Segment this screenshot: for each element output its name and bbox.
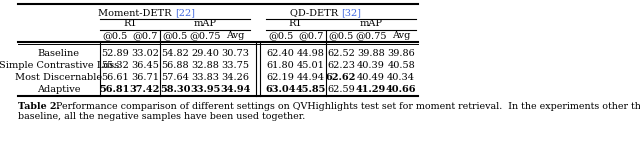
Text: mAP: mAP [194, 19, 217, 29]
Text: Avg: Avg [226, 32, 244, 41]
Text: 33.95: 33.95 [190, 84, 220, 94]
Text: 56.61: 56.61 [101, 73, 129, 81]
Text: 36.45: 36.45 [131, 60, 159, 70]
Text: @0.5: @0.5 [102, 32, 127, 41]
Text: Performance comparison of different settings on QVHighlights test set for moment: Performance comparison of different sett… [50, 102, 640, 111]
Text: 40.39: 40.39 [357, 60, 385, 70]
Text: Avg: Avg [392, 32, 410, 41]
Text: 63.04: 63.04 [266, 84, 296, 94]
Text: R1: R1 [289, 19, 303, 29]
Text: 40.34: 40.34 [387, 73, 415, 81]
Text: [22]: [22] [175, 8, 195, 17]
Text: @0.75: @0.75 [189, 32, 221, 41]
Text: 52.89: 52.89 [101, 49, 129, 57]
Text: 55.32: 55.32 [100, 60, 129, 70]
Text: 39.88: 39.88 [357, 49, 385, 57]
Text: 44.94: 44.94 [297, 73, 324, 81]
Text: baseline, all the negative samples have been used together.: baseline, all the negative samples have … [18, 112, 305, 121]
Text: 36.71: 36.71 [131, 73, 159, 81]
Text: Most Discernable: Most Discernable [15, 73, 102, 81]
Text: @0.7: @0.7 [132, 32, 157, 41]
Text: 45.85: 45.85 [296, 84, 326, 94]
Text: 39.86: 39.86 [387, 49, 415, 57]
Text: 62.59: 62.59 [327, 84, 355, 94]
Text: 33.75: 33.75 [221, 60, 250, 70]
Text: QD-DETR: QD-DETR [290, 8, 341, 17]
Text: Moment-DETR: Moment-DETR [99, 8, 175, 17]
Text: 32.88: 32.88 [191, 60, 219, 70]
Text: 61.80: 61.80 [267, 60, 294, 70]
Text: mAP: mAP [360, 19, 383, 29]
Text: R1: R1 [123, 19, 136, 29]
Text: 56.88: 56.88 [161, 60, 189, 70]
Text: @0.7: @0.7 [298, 32, 323, 41]
Text: Baseline: Baseline [38, 49, 80, 57]
Text: 40.66: 40.66 [386, 84, 417, 94]
Text: 33.83: 33.83 [191, 73, 219, 81]
Text: 58.30: 58.30 [160, 84, 190, 94]
Text: [32]: [32] [341, 8, 361, 17]
Text: 41.29: 41.29 [356, 84, 386, 94]
Text: Simple Contrastive Loss: Simple Contrastive Loss [0, 60, 119, 70]
Text: 57.64: 57.64 [161, 73, 189, 81]
Text: 30.73: 30.73 [221, 49, 250, 57]
Text: 33.02: 33.02 [131, 49, 159, 57]
Text: 29.40: 29.40 [191, 49, 219, 57]
Text: @0.5: @0.5 [328, 32, 353, 41]
Text: 45.01: 45.01 [297, 60, 324, 70]
Text: 62.62: 62.62 [326, 73, 356, 81]
Text: 40.49: 40.49 [357, 73, 385, 81]
Text: @0.5: @0.5 [268, 32, 293, 41]
Text: 62.52: 62.52 [327, 49, 355, 57]
Text: 37.42: 37.42 [130, 84, 160, 94]
Text: 56.81: 56.81 [100, 84, 130, 94]
Text: 40.58: 40.58 [387, 60, 415, 70]
Text: @0.75: @0.75 [355, 32, 387, 41]
Text: @0.5: @0.5 [163, 32, 188, 41]
Text: 62.23: 62.23 [327, 60, 355, 70]
Text: Adaptive: Adaptive [37, 84, 81, 94]
Text: 44.98: 44.98 [297, 49, 324, 57]
Text: 34.26: 34.26 [221, 73, 250, 81]
Text: Table 2.: Table 2. [18, 102, 60, 111]
Text: 54.82: 54.82 [161, 49, 189, 57]
Text: 62.19: 62.19 [267, 73, 294, 81]
Text: 34.94: 34.94 [220, 84, 250, 94]
Text: 62.40: 62.40 [267, 49, 294, 57]
